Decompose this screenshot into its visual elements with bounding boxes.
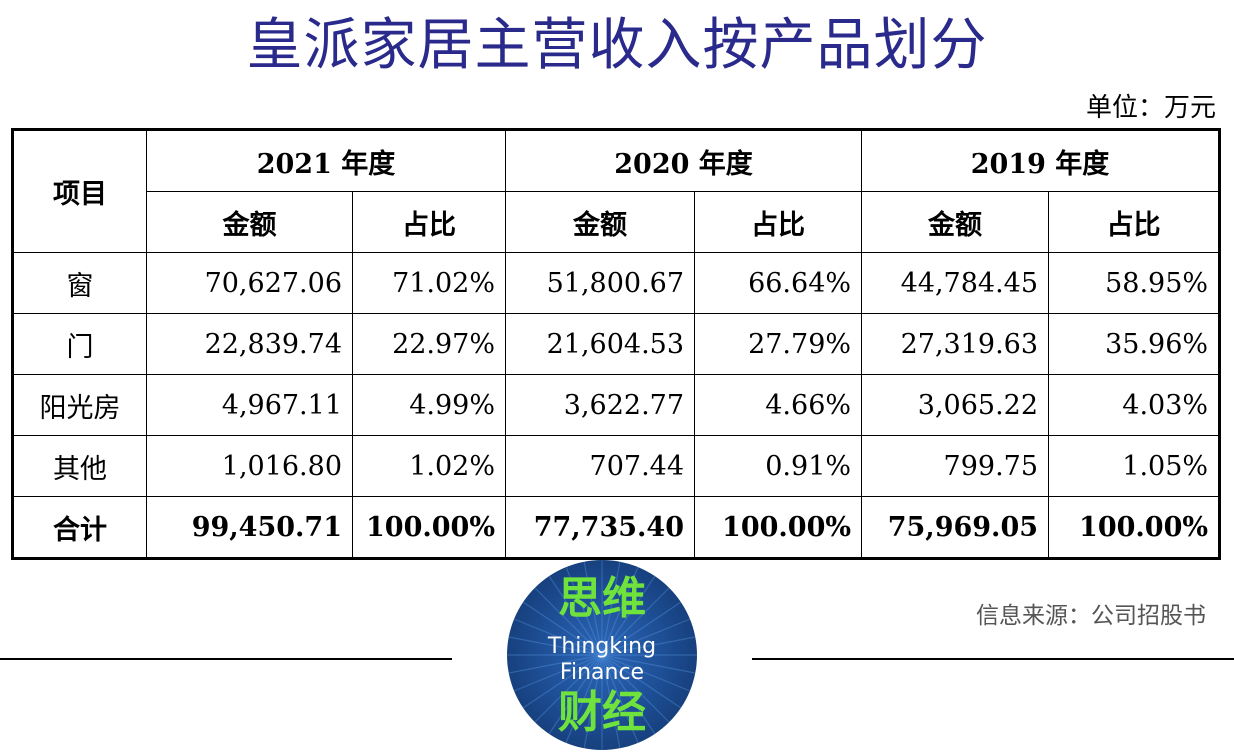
year-header-2021: 2021 年度	[145, 129, 507, 192]
row-label: 门	[12, 313, 147, 375]
row-label: 其他	[12, 435, 147, 497]
table-row: 其他 1,016.80 1.02% 707.44 0.91% 799.75 1.…	[12, 435, 1221, 497]
amount-cell: 1,016.80	[146, 435, 353, 497]
amount-header: 金额	[861, 191, 1050, 253]
ratio-cell: 4.03%	[1048, 374, 1221, 436]
year-header-2020: 2020 年度	[505, 129, 863, 192]
ratio-cell: 58.95%	[1048, 252, 1221, 314]
ratio-cell: 1.02%	[351, 435, 507, 497]
logo-cn-top: 思维	[558, 573, 646, 624]
divider-right	[752, 658, 1234, 660]
amount-cell: 77,735.40	[505, 496, 696, 559]
ratio-cell: 4.99%	[351, 374, 507, 436]
row-label: 合计	[12, 496, 147, 559]
total-row: 合计 99,450.71 100.00% 77,735.40 100.00% 7…	[12, 496, 1221, 559]
ratio-cell: 35.96%	[1048, 313, 1221, 375]
row-label: 窗	[12, 252, 147, 314]
table-row: 窗 70,627.06 71.02% 51,800.67 66.64% 44,7…	[12, 252, 1221, 314]
amount-cell: 4,967.11	[146, 374, 353, 436]
divider-left	[0, 658, 452, 660]
amount-cell: 707.44	[505, 435, 696, 497]
amount-cell: 27,319.63	[861, 313, 1050, 375]
revenue-table: 项目 2021 年度 2020 年度 2019 年度 金额 占比 金额 占比 金…	[11, 128, 1222, 560]
year-header-2019: 2019 年度	[861, 129, 1221, 192]
amount-cell: 3,065.22	[861, 374, 1050, 436]
amount-cell: 799.75	[861, 435, 1050, 497]
ratio-cell: 22.97%	[351, 313, 507, 375]
row-label: 阳光房	[12, 374, 147, 436]
amount-cell: 70,627.06	[146, 252, 353, 314]
amount-cell: 51,800.67	[505, 252, 696, 314]
table-row: 阳光房 4,967.11 4.99% 3,622.77 4.66% 3,065.…	[12, 374, 1221, 436]
ratio-cell: 1.05%	[1048, 435, 1221, 497]
logo-en-line1: Thingking	[547, 634, 657, 659]
ratio-cell: 27.79%	[694, 313, 863, 375]
logo-rays-icon	[507, 560, 697, 750]
page-title: 皇派家居主营收入按产品划分	[246, 13, 988, 78]
ratio-cell: 100.00%	[351, 496, 507, 559]
ratio-cell: 100.00%	[694, 496, 863, 559]
amount-header: 金额	[505, 191, 696, 253]
source-note: 信息来源：公司招股书	[976, 603, 1206, 629]
ratio-header: 占比	[351, 191, 507, 253]
amount-header: 金额	[146, 191, 353, 253]
amount-cell: 22,839.74	[146, 313, 353, 375]
ratio-cell: 4.66%	[694, 374, 863, 436]
amount-cell: 75,969.05	[861, 496, 1050, 559]
ratio-cell: 100.00%	[1048, 496, 1221, 559]
unit-label: 单位：万元	[1085, 93, 1216, 123]
amount-cell: 99,450.71	[146, 496, 353, 559]
amount-cell: 21,604.53	[505, 313, 696, 375]
table-row: 门 22,839.74 22.97% 21,604.53 27.79% 27,3…	[12, 313, 1221, 375]
ratio-header: 占比	[694, 191, 863, 253]
logo-en-line2: Finance	[559, 660, 645, 685]
amount-cell: 3,622.77	[505, 374, 696, 436]
ratio-header: 占比	[1048, 191, 1221, 253]
logo-cn-bottom: 财经	[558, 687, 646, 738]
amount-cell: 44,784.45	[861, 252, 1050, 314]
ratio-cell: 66.64%	[694, 252, 863, 314]
item-header: 项目	[12, 129, 147, 253]
ratio-cell: 0.91%	[694, 435, 863, 497]
thingking-finance-logo: 思维 Thingking Finance 财经	[507, 560, 697, 750]
ratio-cell: 71.02%	[351, 252, 507, 314]
